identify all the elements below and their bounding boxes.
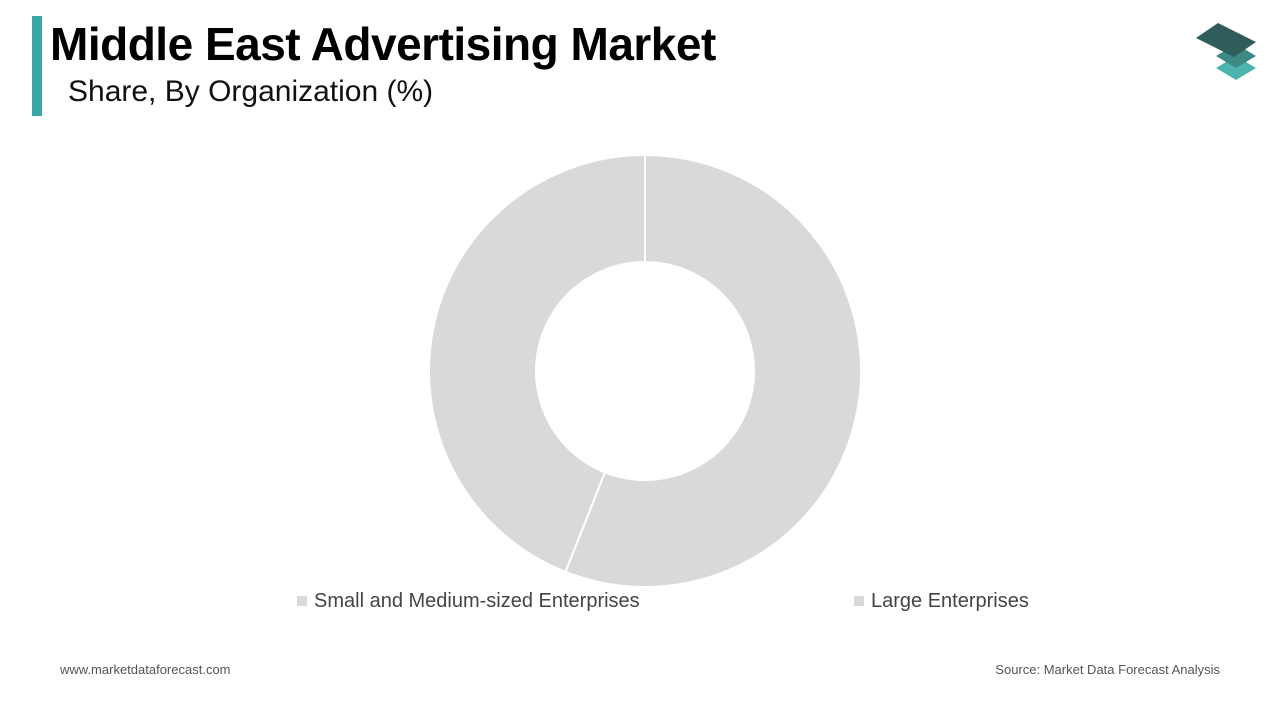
source-note: Source: Market Data Forecast Analysis	[995, 662, 1220, 677]
legend-item-smes: Small and Medium-sized Enterprises	[297, 588, 640, 614]
website-link[interactable]: www.marketdataforecast.com	[60, 662, 231, 677]
stacked-layers-icon	[1196, 23, 1256, 80]
legend-label: Large Enterprises	[871, 590, 1029, 612]
logo-layer-top	[1196, 23, 1256, 57]
title-accent-bar	[32, 16, 42, 116]
pie-slice-large-enterprises	[564, 153, 862, 588]
chart-subtitle: Share, By Organization (%)	[68, 75, 434, 108]
page-title: Middle East Advertising Market	[50, 18, 716, 70]
chart-legend: Small and Medium-sized Enterprises Large…	[0, 588, 1280, 616]
legend-item-large-enterprises: Large Enterprises	[854, 588, 1029, 614]
legend-swatch	[854, 596, 864, 606]
pie-slice-small-and-medium-sized-enterprises	[428, 153, 646, 574]
legend-label: Small and Medium-sized Enterprises	[314, 590, 640, 612]
legend-swatch	[297, 596, 307, 606]
